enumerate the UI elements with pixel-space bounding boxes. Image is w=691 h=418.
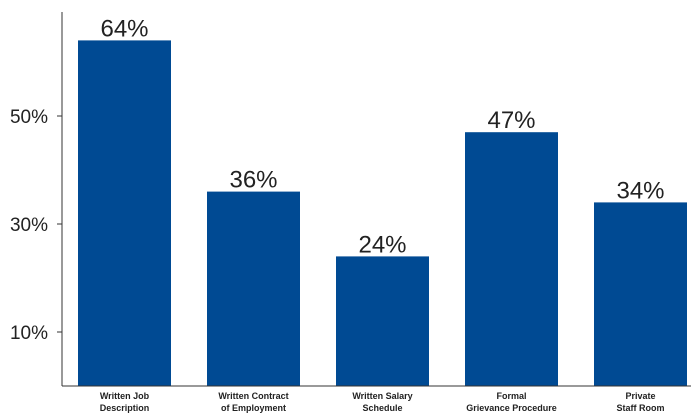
bar bbox=[78, 40, 171, 387]
bar-value-label: 47% bbox=[487, 107, 535, 134]
bar-value-label: 64% bbox=[100, 15, 148, 42]
bars-group bbox=[78, 40, 687, 387]
y-tick-label: 50% bbox=[10, 107, 48, 128]
y-axis-ticks: 10% 30% 50% bbox=[10, 107, 62, 344]
category-label: Private bbox=[625, 391, 655, 401]
category-label: Schedule bbox=[362, 403, 402, 413]
bar bbox=[336, 256, 429, 386]
bar bbox=[207, 191, 300, 386]
bar bbox=[465, 132, 558, 386]
category-label: of Employment bbox=[221, 403, 286, 413]
y-tick-label: 10% bbox=[10, 323, 48, 344]
bar-value-label: 34% bbox=[616, 177, 664, 204]
bar-value-label: 24% bbox=[358, 231, 406, 258]
y-tick-label: 30% bbox=[10, 215, 48, 236]
bar bbox=[594, 202, 687, 386]
category-label: Grievance Procedure bbox=[466, 403, 557, 413]
value-labels-group: 64% 36% 24% 47% 34% bbox=[100, 15, 664, 258]
category-label: Written Contract bbox=[218, 391, 288, 401]
category-label: Written Job bbox=[100, 391, 150, 401]
bar-value-label: 36% bbox=[229, 167, 277, 194]
category-labels-group: Written Job Description Written Contract of… bbox=[100, 391, 665, 413]
category-label: Formal bbox=[496, 391, 526, 401]
category-label: Written Salary bbox=[352, 391, 412, 401]
category-label: Staff Room bbox=[617, 403, 665, 413]
category-label: Description bbox=[100, 403, 150, 413]
